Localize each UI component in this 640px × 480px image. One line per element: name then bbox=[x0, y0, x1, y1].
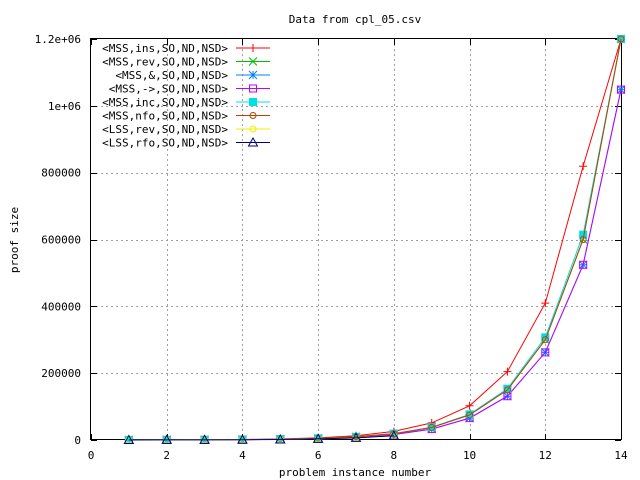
x-tick-label: 6 bbox=[315, 449, 322, 462]
x-tick-label: 10 bbox=[463, 449, 476, 462]
data-point bbox=[428, 423, 436, 431]
legend-label: <MSS,nfo,SO,ND,NSD> bbox=[102, 110, 228, 123]
y-tick-label: 600000 bbox=[41, 234, 81, 247]
y-tick-label: 1.2e+06 bbox=[35, 33, 81, 46]
data-point bbox=[274, 433, 286, 444]
y-tick-label: 0 bbox=[74, 434, 81, 447]
data-point bbox=[541, 348, 550, 357]
legend-marker bbox=[249, 112, 257, 119]
data-point bbox=[579, 162, 588, 171]
legend-marker bbox=[249, 84, 257, 93]
legend-label: <LSS,rev,SO,ND,NSD> bbox=[102, 123, 228, 136]
data-point bbox=[503, 386, 511, 394]
axis-ticks: 0 2 4 6 8 10 12 14 0 200000 400000 600000 800000 1e+0… bbox=[35, 33, 628, 462]
legend-marker bbox=[248, 57, 258, 66]
legend-marker bbox=[249, 98, 257, 106]
data-point bbox=[541, 333, 550, 342]
legend: <MSS,ins,SO,ND,NSD><MSS,rev,SO,ND,NSD><M… bbox=[102, 42, 270, 150]
data-point bbox=[617, 85, 625, 94]
y-tick-label: 400000 bbox=[41, 300, 81, 313]
y-tick-label: 200000 bbox=[41, 367, 81, 380]
x-tick-label: 8 bbox=[391, 449, 398, 462]
chart-title: Data from cpl_05.csv bbox=[289, 13, 422, 26]
x-tick-label: 14 bbox=[614, 449, 628, 462]
legend-marker bbox=[249, 44, 257, 52]
data-point bbox=[579, 236, 587, 243]
data-point bbox=[465, 401, 474, 410]
data-point bbox=[199, 434, 210, 444]
data-point bbox=[161, 434, 173, 444]
legend-label: <MSS,->,SO,ND,NSD> bbox=[109, 83, 229, 96]
legend-label: <MSS,inc,SO,ND,NSD> bbox=[102, 96, 228, 109]
data-point bbox=[579, 260, 588, 269]
legend-label: <MSS,rev,SO,ND,NSD> bbox=[102, 56, 228, 69]
x-tick-label: 2 bbox=[163, 449, 170, 462]
y-tick-label: 1e+06 bbox=[48, 100, 81, 113]
data-point bbox=[503, 367, 512, 376]
data-point bbox=[388, 430, 400, 440]
data-point bbox=[350, 432, 362, 442]
data-point bbox=[312, 433, 324, 443]
series-layer bbox=[123, 34, 626, 445]
y-axis-label: proof size bbox=[8, 207, 21, 273]
data-point bbox=[503, 384, 512, 393]
series bbox=[123, 430, 400, 444]
legend-marker bbox=[247, 136, 259, 147]
data-point bbox=[237, 434, 248, 444]
y-tick-label: 800000 bbox=[41, 167, 81, 180]
data-point bbox=[541, 299, 550, 308]
legend-label: <LSS,rfo,SO,ND,NSD> bbox=[102, 137, 228, 150]
x-tick-label: 4 bbox=[239, 449, 246, 462]
legend-label: <MSS,&,SO,ND,NSD> bbox=[115, 69, 228, 82]
data-point bbox=[617, 35, 625, 43]
legend-marker bbox=[248, 70, 258, 80]
x-tick-label: 12 bbox=[539, 449, 552, 462]
data-point bbox=[541, 336, 549, 344]
grid bbox=[91, 39, 621, 440]
series-line bbox=[128, 435, 394, 441]
legend-label: <MSS,ins,SO,ND,NSD> bbox=[102, 42, 228, 55]
legend-marker bbox=[249, 125, 257, 133]
data-point bbox=[123, 434, 135, 444]
x-tick-label: 0 bbox=[88, 449, 95, 462]
data-point bbox=[466, 411, 474, 419]
x-axis-label: problem instance number bbox=[279, 466, 432, 479]
